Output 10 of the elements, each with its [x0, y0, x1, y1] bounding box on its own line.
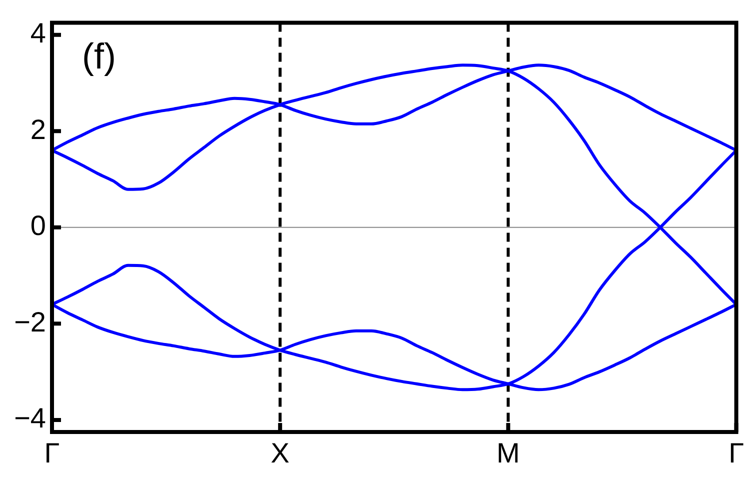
- y-tick-label: 4: [30, 18, 46, 49]
- x-tick-label: X: [270, 438, 290, 469]
- y-tick-label: 2: [30, 114, 46, 145]
- x-tick-label: M: [496, 438, 520, 469]
- x-tick-label: Γ: [728, 438, 744, 469]
- y-tick-label: −2: [14, 306, 46, 338]
- x-tick-label: Γ: [44, 438, 60, 469]
- y-tick-label: −4: [14, 402, 46, 434]
- y-tick-label: 0: [30, 210, 46, 242]
- annotation: (f): [82, 36, 116, 77]
